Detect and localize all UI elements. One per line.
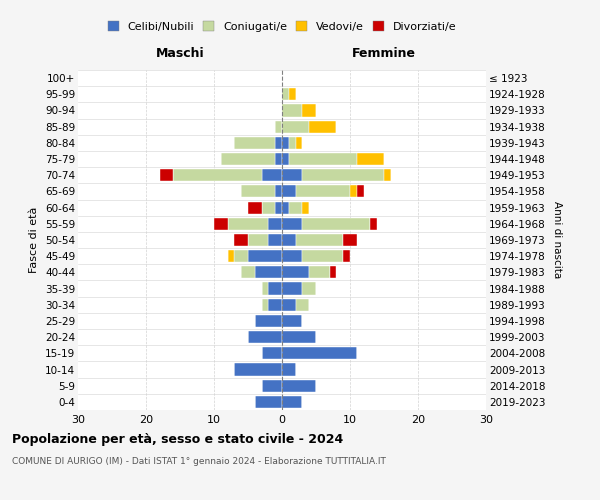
- Bar: [282, 396, 302, 408]
- Bar: [248, 331, 282, 343]
- Bar: [350, 186, 357, 198]
- Bar: [262, 298, 268, 311]
- Bar: [282, 169, 302, 181]
- Bar: [302, 169, 384, 181]
- Bar: [262, 282, 268, 294]
- Text: Maschi: Maschi: [155, 48, 205, 60]
- Bar: [241, 186, 275, 198]
- Y-axis label: Anni di nascita: Anni di nascita: [552, 202, 562, 278]
- Bar: [282, 250, 302, 262]
- Bar: [282, 104, 302, 117]
- Bar: [173, 169, 262, 181]
- Bar: [275, 120, 282, 132]
- Bar: [227, 250, 235, 262]
- Bar: [255, 315, 282, 327]
- Bar: [282, 218, 302, 230]
- Bar: [309, 266, 329, 278]
- Bar: [357, 186, 364, 198]
- Bar: [275, 186, 282, 198]
- Bar: [282, 186, 296, 198]
- Bar: [329, 266, 337, 278]
- Bar: [160, 169, 173, 181]
- Bar: [221, 153, 275, 165]
- Bar: [384, 169, 391, 181]
- Bar: [282, 137, 289, 149]
- Legend: Celibi/Nubili, Coniugati/e, Vedovi/e, Divorziati/e: Celibi/Nubili, Coniugati/e, Vedovi/e, Di…: [107, 21, 457, 32]
- Bar: [268, 234, 282, 246]
- Bar: [248, 202, 262, 213]
- Bar: [282, 282, 302, 294]
- Bar: [235, 250, 248, 262]
- Bar: [248, 234, 268, 246]
- Bar: [255, 266, 282, 278]
- Bar: [302, 218, 370, 230]
- Bar: [262, 380, 282, 392]
- Bar: [302, 104, 316, 117]
- Bar: [262, 169, 282, 181]
- Bar: [282, 348, 357, 360]
- Bar: [282, 331, 316, 343]
- Bar: [282, 202, 289, 213]
- Bar: [282, 266, 309, 278]
- Bar: [268, 298, 282, 311]
- Bar: [289, 202, 302, 213]
- Text: Popolazione per età, sesso e stato civile - 2024: Popolazione per età, sesso e stato civil…: [12, 432, 343, 446]
- Bar: [370, 218, 377, 230]
- Bar: [289, 88, 296, 101]
- Bar: [282, 153, 289, 165]
- Bar: [302, 250, 343, 262]
- Bar: [282, 364, 296, 376]
- Bar: [268, 282, 282, 294]
- Bar: [282, 380, 316, 392]
- Bar: [289, 153, 357, 165]
- Bar: [241, 266, 255, 278]
- Text: Femmine: Femmine: [352, 48, 416, 60]
- Bar: [235, 234, 248, 246]
- Bar: [296, 234, 343, 246]
- Bar: [214, 218, 227, 230]
- Bar: [282, 120, 309, 132]
- Bar: [275, 202, 282, 213]
- Bar: [357, 153, 384, 165]
- Bar: [289, 137, 296, 149]
- Bar: [255, 396, 282, 408]
- Bar: [343, 250, 350, 262]
- Bar: [262, 348, 282, 360]
- Bar: [235, 137, 275, 149]
- Bar: [296, 298, 309, 311]
- Bar: [296, 186, 350, 198]
- Bar: [275, 137, 282, 149]
- Bar: [282, 88, 289, 101]
- Bar: [275, 153, 282, 165]
- Bar: [282, 234, 296, 246]
- Bar: [227, 218, 268, 230]
- Bar: [302, 202, 309, 213]
- Bar: [235, 364, 282, 376]
- Bar: [296, 137, 302, 149]
- Bar: [302, 282, 316, 294]
- Bar: [282, 315, 302, 327]
- Bar: [268, 218, 282, 230]
- Bar: [282, 298, 296, 311]
- Y-axis label: Fasce di età: Fasce di età: [29, 207, 40, 273]
- Text: COMUNE DI AURIGO (IM) - Dati ISTAT 1° gennaio 2024 - Elaborazione TUTTITALIA.IT: COMUNE DI AURIGO (IM) - Dati ISTAT 1° ge…: [12, 458, 386, 466]
- Bar: [262, 202, 275, 213]
- Bar: [248, 250, 282, 262]
- Bar: [309, 120, 337, 132]
- Bar: [343, 234, 357, 246]
